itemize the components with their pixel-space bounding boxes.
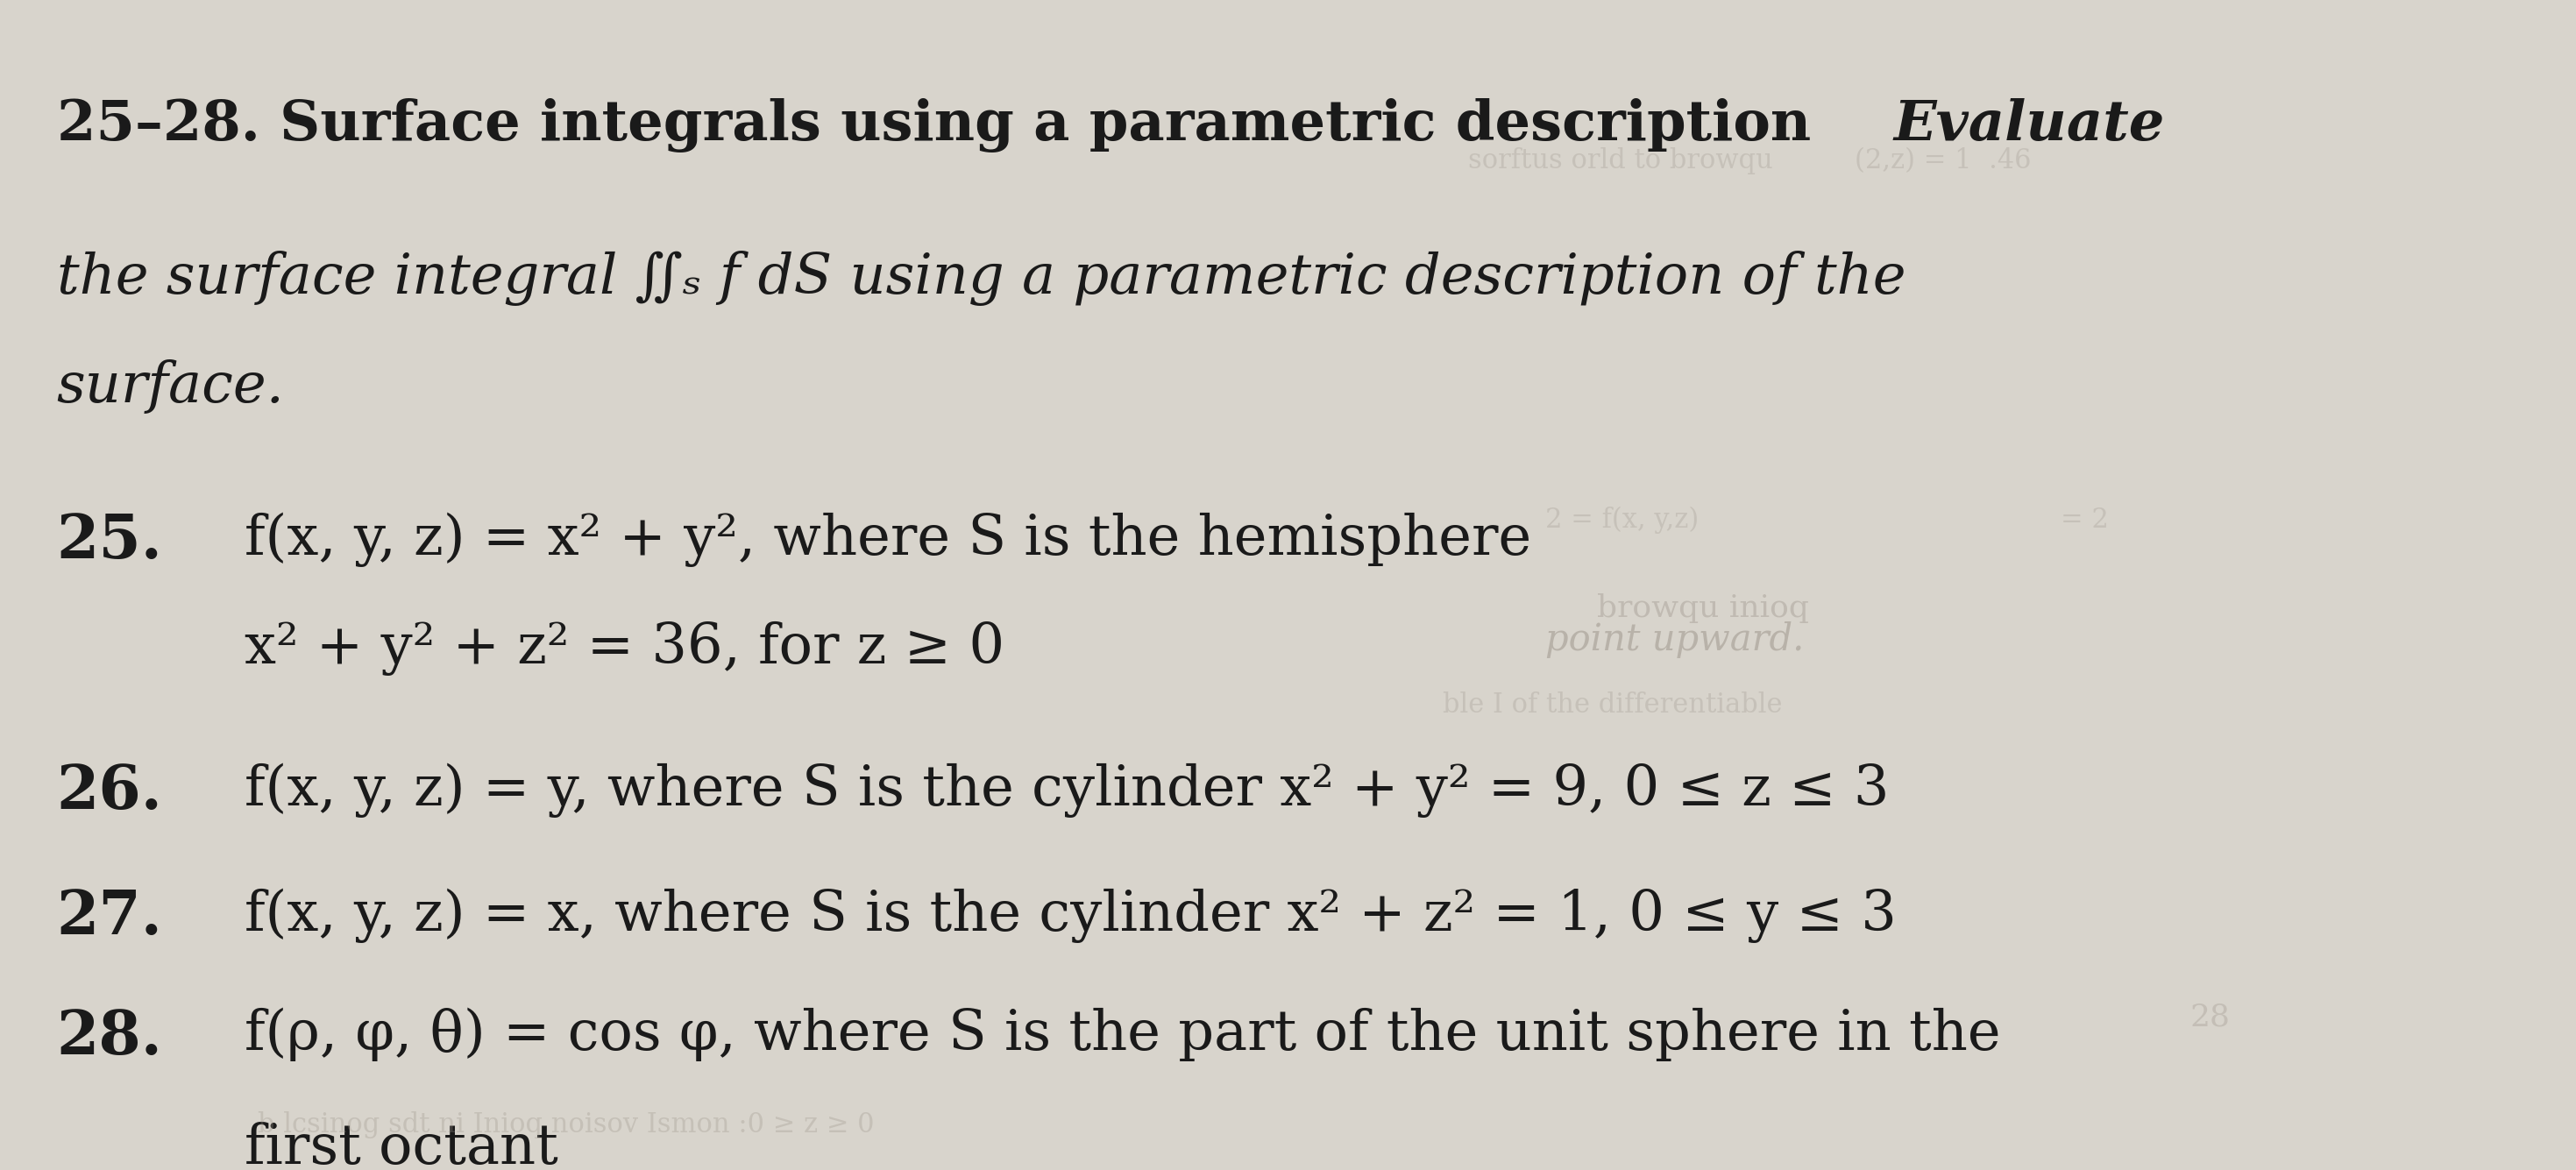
Text: f(ρ, φ, θ) = cos φ, where S is the part of the unit sphere in the: f(ρ, φ, θ) = cos φ, where S is the part … xyxy=(245,1007,2002,1061)
Text: 28.: 28. xyxy=(57,1007,162,1066)
Text: 25.: 25. xyxy=(57,512,162,571)
Text: 2 = f(x, y,z): 2 = f(x, y,z) xyxy=(1546,507,1700,534)
Text: 28: 28 xyxy=(2190,1003,2231,1032)
Text: ble I of the differentiable: ble I of the differentiable xyxy=(1443,691,1783,720)
Text: x² + y² + z² = 36, for z ≥ 0: x² + y² + z² = 36, for z ≥ 0 xyxy=(245,621,1005,675)
Text: first octant: first octant xyxy=(245,1122,559,1170)
Text: f(x, y, z) = x, where S is the cylinder x² + z² = 1, 0 ≤ y ≤ 3: f(x, y, z) = x, where S is the cylinder … xyxy=(245,888,1896,943)
Text: point upward.: point upward. xyxy=(1546,621,1806,658)
Text: (2,z) = 1  .46: (2,z) = 1 .46 xyxy=(1855,147,2032,174)
Text: 25–28. Surface integrals using a parametric description: 25–28. Surface integrals using a paramet… xyxy=(57,98,1829,152)
Text: = 2: = 2 xyxy=(2061,507,2110,534)
Text: b lcsinog sdt ni Inioq noisov Ismon :0 ≥ z ≥ 0: b lcsinog sdt ni Inioq noisov Ismon :0 ≥… xyxy=(258,1112,873,1138)
Text: f(x, y, z) = y, where S is the cylinder x² + y² = 9, 0 ≤ z ≤ 3: f(x, y, z) = y, where S is the cylinder … xyxy=(245,763,1888,818)
Text: surface.: surface. xyxy=(57,359,283,414)
Text: browqu inioq: browqu inioq xyxy=(1597,593,1808,624)
Text: Evaluate: Evaluate xyxy=(1893,98,2164,152)
Text: the surface integral ∬ₛ f dS using a parametric description of the: the surface integral ∬ₛ f dS using a par… xyxy=(57,250,1906,305)
Text: f(x, y, z) = x² + y², where S is the hemisphere: f(x, y, z) = x² + y², where S is the hem… xyxy=(245,512,1533,566)
Text: 27.: 27. xyxy=(57,888,162,947)
Text: 26.: 26. xyxy=(57,763,162,821)
Text: sorftus orld to browqu: sorftus orld to browqu xyxy=(1468,147,1772,174)
